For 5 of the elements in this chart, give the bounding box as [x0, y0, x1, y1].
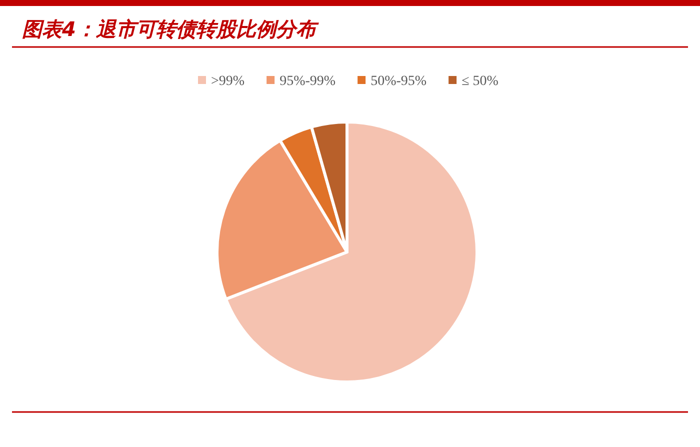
legend-label: >99%	[211, 74, 245, 89]
legend-label: 95%-99%	[280, 74, 336, 89]
legend-label: 50%-95%	[370, 74, 427, 89]
chart-title: 图表4：退市可转债转股比例分布	[22, 17, 319, 41]
legend-label: ≤ 50%	[462, 74, 499, 89]
